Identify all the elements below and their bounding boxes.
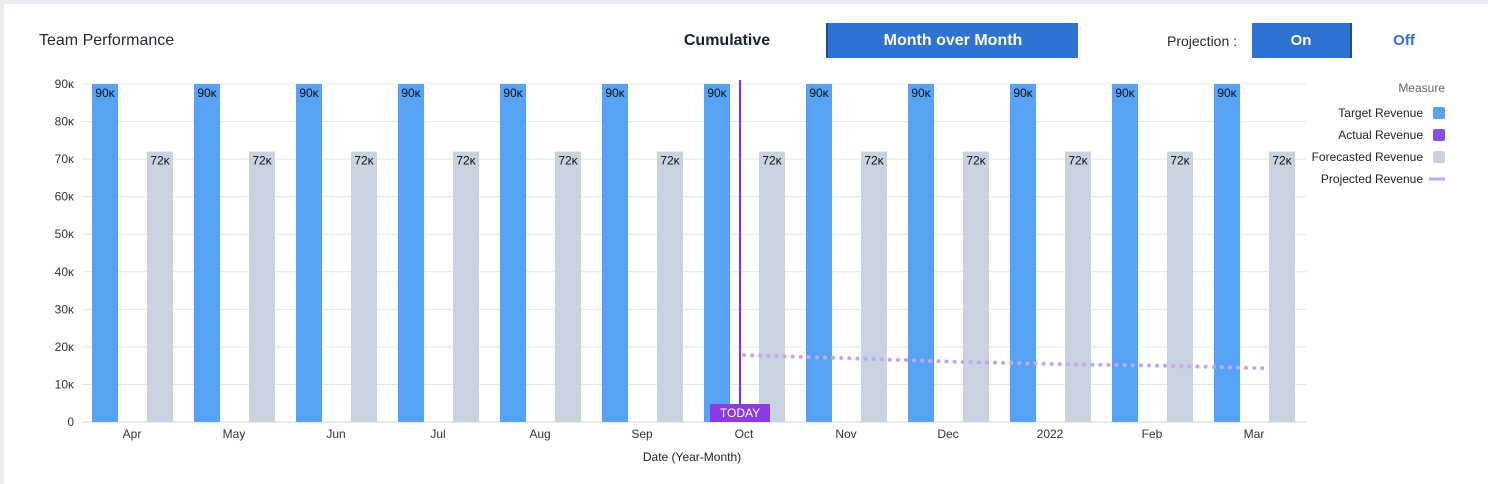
forecasted-revenue-bar xyxy=(759,151,785,422)
chart-title: Team Performance xyxy=(39,32,175,49)
legend-item-label: Forecasted Revenue xyxy=(1312,150,1424,164)
y-tick-label: 70ᴋ xyxy=(55,152,75,166)
target-data-label: 90ᴋ xyxy=(503,86,523,100)
target-data-label: 90ᴋ xyxy=(401,86,421,100)
forecast-data-label: 72ᴋ xyxy=(1272,154,1292,168)
y-tick-label: 10ᴋ xyxy=(55,377,75,391)
x-tick-label: Nov xyxy=(835,427,856,441)
target-revenue-bar xyxy=(92,84,118,422)
target-revenue-bar xyxy=(500,84,526,422)
forecast-data-label: 72ᴋ xyxy=(150,154,170,168)
forecast-data-label: 72ᴋ xyxy=(864,154,884,168)
x-tick-label: Aug xyxy=(529,427,550,441)
y-tick-label: 60ᴋ xyxy=(55,190,75,204)
target-revenue-bar xyxy=(806,84,832,422)
target-data-label: 90ᴋ xyxy=(707,86,727,100)
forecast-data-label: 72ᴋ xyxy=(1170,154,1190,168)
x-tick-label: May xyxy=(223,427,246,441)
x-tick-label: Feb xyxy=(1142,427,1163,441)
target-revenue-bar xyxy=(704,84,730,422)
today-badge xyxy=(710,404,770,422)
y-tick-label: 20ᴋ xyxy=(55,340,75,354)
target-revenue-bar xyxy=(602,84,628,422)
target-data-label: 90ᴋ xyxy=(95,86,115,100)
y-tick-label: 50ᴋ xyxy=(55,227,75,241)
forecast-data-label: 72ᴋ xyxy=(660,154,680,168)
x-tick-label: 2022 xyxy=(1037,427,1064,441)
forecasted-revenue-bar xyxy=(861,151,887,422)
y-tick-label: 30ᴋ xyxy=(55,302,75,316)
legend-color-swatch xyxy=(1433,151,1445,163)
forecasted-revenue-bar xyxy=(555,151,581,422)
target-data-label: 90ᴋ xyxy=(1217,86,1237,100)
projected-revenue-line xyxy=(742,353,1268,371)
forecasted-revenue-bar xyxy=(453,151,479,422)
projection-on-button[interactable]: On xyxy=(1252,23,1352,58)
forecasted-revenue-bar xyxy=(1269,151,1295,422)
legend-title: Measure xyxy=(1398,81,1445,95)
target-revenue-bar xyxy=(1214,84,1240,422)
tab-cumulative[interactable]: Cumulative xyxy=(683,31,771,49)
forecast-data-label: 72ᴋ xyxy=(1068,154,1088,168)
forecast-data-label: 72ᴋ xyxy=(558,154,578,168)
forecasted-revenue-bar xyxy=(249,151,275,422)
y-tick-label: 80ᴋ xyxy=(55,115,75,129)
target-data-label: 90ᴋ xyxy=(911,86,931,100)
x-tick-label: Jul xyxy=(430,427,445,441)
forecast-data-label: 72ᴋ xyxy=(966,154,986,168)
target-revenue-bar xyxy=(1112,84,1138,422)
x-tick-label: Sep xyxy=(631,427,653,441)
target-data-label: 90ᴋ xyxy=(197,86,217,100)
forecasted-revenue-bar xyxy=(147,151,173,422)
x-tick-label: Jun xyxy=(326,427,345,441)
x-tick-label: Apr xyxy=(123,427,142,441)
target-revenue-bar xyxy=(194,84,220,422)
y-tick-label: 90ᴋ xyxy=(55,77,75,91)
target-data-label: 90ᴋ xyxy=(1013,86,1033,100)
projection-label: Projection : xyxy=(1167,33,1238,49)
y-tick-label: 40ᴋ xyxy=(55,265,75,279)
target-revenue-bar xyxy=(398,84,424,422)
x-tick-label: Mar xyxy=(1244,427,1265,441)
forecasted-revenue-bar xyxy=(1167,151,1193,422)
forecast-data-label: 72ᴋ xyxy=(252,154,272,168)
y-tick-label: 0 xyxy=(67,415,74,429)
forecast-data-label: 72ᴋ xyxy=(354,154,374,168)
target-revenue-bar xyxy=(908,84,934,422)
target-data-label: 90ᴋ xyxy=(299,86,319,100)
legend-color-swatch xyxy=(1433,107,1445,119)
target-data-label: 90ᴋ xyxy=(605,86,625,100)
legend-color-swatch xyxy=(1433,129,1445,141)
tab-month-over-month[interactable]: Month over Month xyxy=(826,23,1078,58)
legend-item-label: Actual Revenue xyxy=(1338,128,1423,142)
target-data-label: 90ᴋ xyxy=(809,86,829,100)
target-revenue-bar xyxy=(1010,84,1036,422)
x-axis-title: Date (Year-Month) xyxy=(643,450,741,464)
forecast-data-label: 72ᴋ xyxy=(762,154,782,168)
x-tick-label: Dec xyxy=(937,427,958,441)
today-label: TODAY xyxy=(720,406,760,420)
forecasted-revenue-bar xyxy=(963,151,989,422)
forecast-data-label: 72ᴋ xyxy=(456,154,476,168)
target-data-label: 90ᴋ xyxy=(1115,86,1135,100)
legend-item-label: Projected Revenue xyxy=(1321,172,1423,186)
projection-off-button[interactable]: Off xyxy=(1354,23,1454,58)
x-tick-label: Oct xyxy=(735,427,754,441)
target-revenue-bar xyxy=(296,84,322,422)
forecasted-revenue-bar xyxy=(351,151,377,422)
forecasted-revenue-bar xyxy=(1065,151,1091,422)
legend-item-label: Target Revenue xyxy=(1338,106,1423,120)
forecasted-revenue-bar xyxy=(657,151,683,422)
